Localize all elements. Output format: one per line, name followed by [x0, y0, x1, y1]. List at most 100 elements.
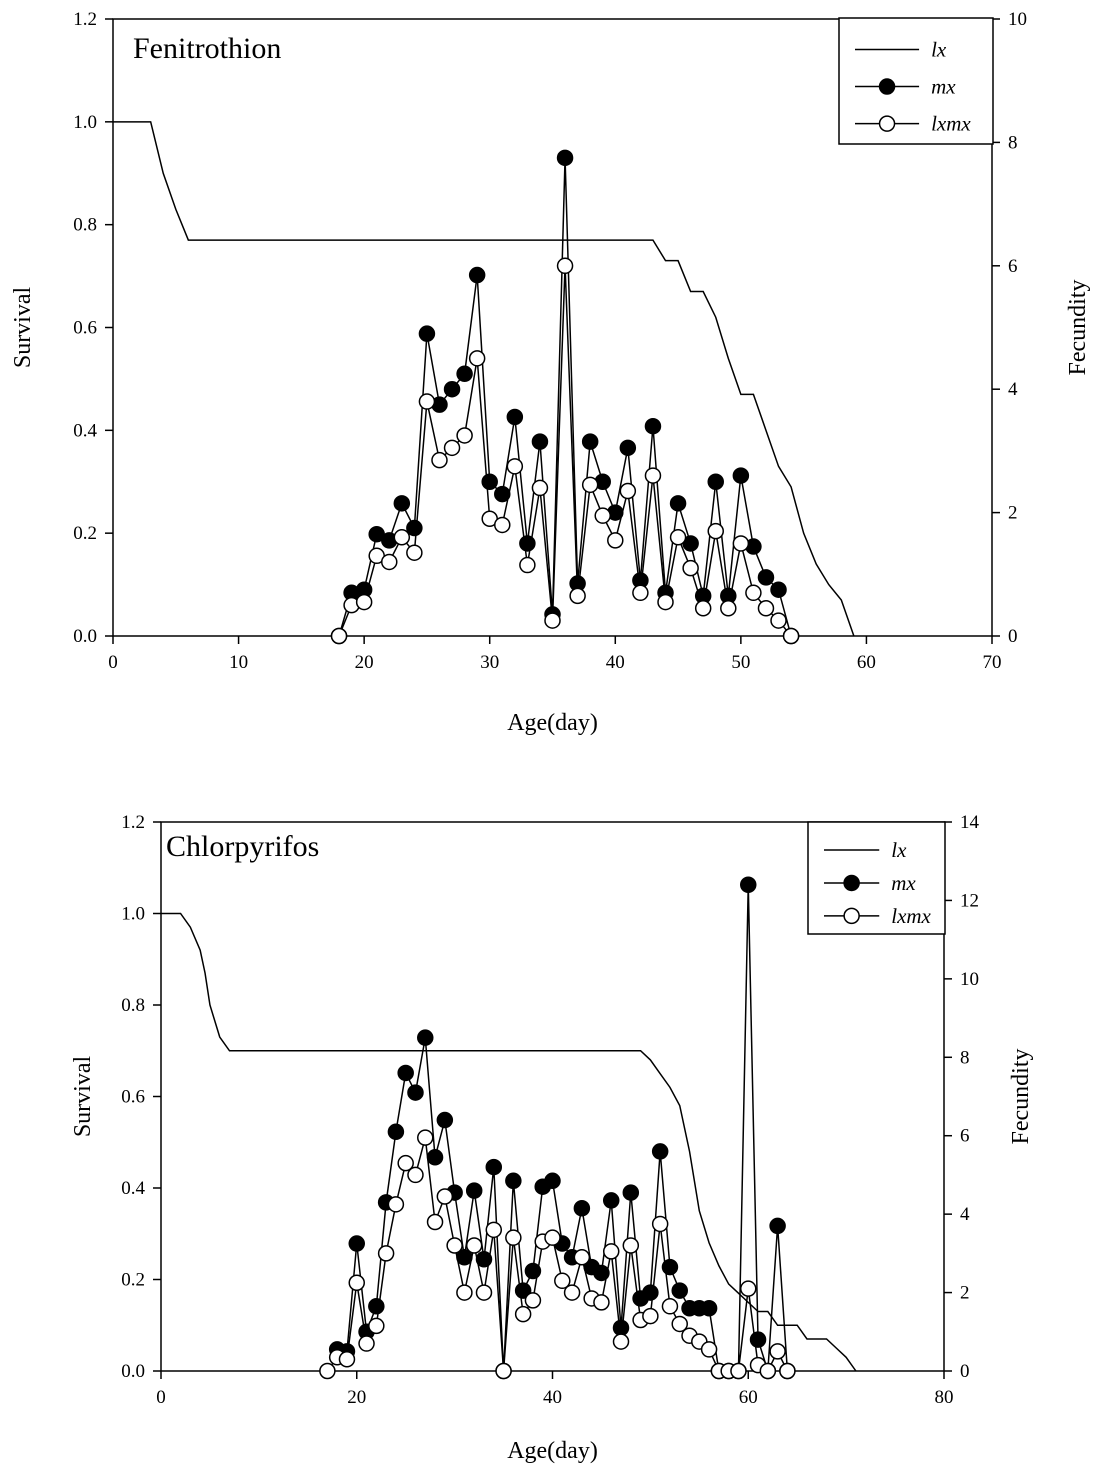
data-point-lxmx — [505, 1229, 522, 1246]
data-point-lxmx — [569, 587, 586, 605]
data-point-lxmx — [544, 1229, 561, 1246]
x-tick-label: 80 — [935, 1387, 954, 1408]
data-point-lxmx — [358, 1335, 375, 1352]
data-point-lxmx — [644, 467, 662, 484]
legend-label-lx: lx — [931, 38, 947, 62]
chart-panel-fenitrothion: 0 10 20 30 40 50 60 70 0.0 0.2 0.4 0.6 0.8 1.0 1.2 0 2 4 6… — [10, 9, 1091, 736]
data-point-mx — [505, 1172, 522, 1190]
y2-tick-label: 10 — [1008, 9, 1027, 30]
y-tick-label: 0.4 — [73, 420, 97, 441]
data-point-mx — [465, 1182, 483, 1199]
data-point-lxmx — [456, 1284, 473, 1301]
panel-title: Chlorpyrifos — [166, 830, 319, 863]
data-point-lxmx — [397, 1154, 414, 1172]
data-point-mx — [481, 473, 498, 490]
data-point-mx — [519, 535, 536, 552]
series-line-mx — [337, 884, 789, 1372]
data-point-mx — [393, 495, 411, 512]
data-point-lxmx — [330, 627, 348, 645]
x-tick-label: 20 — [347, 1387, 366, 1408]
data-point-mx — [436, 1111, 454, 1129]
y-tick-label: 1.2 — [73, 9, 97, 30]
data-point-lxmx — [745, 584, 762, 602]
data-point-mx — [732, 467, 750, 484]
data-point-lxmx — [671, 1315, 688, 1333]
y-tick-label: 0.2 — [121, 1270, 145, 1291]
series-mx — [328, 876, 796, 1380]
y-tick-label: 1.2 — [121, 812, 145, 833]
legend-label-mx: mx — [891, 871, 916, 895]
data-point-lxmx — [381, 553, 398, 571]
data-point-lxmx — [443, 439, 461, 457]
data-point-mx — [644, 417, 662, 435]
data-point-lxmx — [495, 1362, 512, 1380]
series-mx — [330, 149, 800, 645]
data-point-mx — [581, 433, 599, 450]
data-point-mx — [593, 1264, 610, 1282]
y-tick-label: 0.6 — [73, 318, 97, 339]
legend-marker-mx — [843, 874, 860, 892]
data-point-lxmx — [642, 1307, 659, 1325]
y-tick-label: 0.4 — [121, 1178, 145, 1199]
y-tick-label: 0.2 — [73, 523, 97, 544]
data-point-lxmx — [669, 529, 687, 546]
x-tick-label: 60 — [857, 652, 876, 673]
y-tick-label: 1.0 — [121, 904, 145, 925]
data-point-lxmx — [417, 1129, 434, 1146]
data-point-lxmx — [446, 1237, 463, 1254]
data-point-lxmx — [607, 532, 624, 549]
data-point-lxmx — [426, 1213, 444, 1231]
data-point-mx — [468, 266, 486, 284]
y-tick-label: 1.0 — [73, 112, 97, 133]
data-point-lxmx — [431, 451, 448, 469]
x-tick-label: 40 — [543, 1387, 562, 1408]
data-point-mx — [749, 1331, 767, 1348]
data-point-mx — [642, 1284, 659, 1301]
data-point-lxmx — [612, 1333, 630, 1350]
data-point-lxmx — [602, 1243, 620, 1260]
data-point-lxmx — [348, 1274, 365, 1292]
data-point-mx — [426, 1149, 444, 1166]
data-point-lxmx — [531, 479, 549, 497]
data-point-lxmx — [740, 1280, 757, 1297]
data-point-lxmx — [622, 1237, 640, 1254]
series-line-lx — [113, 121, 855, 637]
data-point-mx — [443, 380, 461, 398]
x-tick-label: 30 — [480, 652, 499, 673]
data-point-lxmx — [319, 1362, 336, 1380]
data-point-mx — [740, 876, 757, 893]
data-point-lxmx — [657, 593, 674, 611]
data-point-lxmx — [700, 1341, 718, 1358]
legend-marker-mx — [878, 78, 896, 95]
x-tick-label: 60 — [739, 1387, 758, 1408]
x-axis-title: Age(day) — [507, 710, 598, 736]
y2-tick-label: 6 — [1008, 256, 1018, 277]
legend-label-lxmx: lxmx — [931, 112, 971, 136]
data-point-mx — [456, 365, 473, 383]
data-point-mx — [612, 1319, 630, 1337]
data-point-lxmx — [338, 1350, 356, 1368]
y2-axis-title: Fecundity — [1008, 1049, 1034, 1145]
data-point-mx — [406, 519, 423, 537]
data-point-lxmx — [524, 1292, 542, 1309]
y2-tick-label: 8 — [1008, 132, 1018, 153]
data-point-mx — [556, 149, 574, 167]
data-point-lxmx — [485, 1221, 503, 1239]
series-line-lxmx — [326, 1137, 789, 1373]
y-tick-label: 0.8 — [73, 215, 97, 236]
data-point-mx — [622, 1184, 640, 1201]
data-point-lxmx — [355, 593, 373, 611]
data-point-mx — [769, 1217, 786, 1235]
data-point-mx — [348, 1235, 365, 1252]
data-point-lxmx — [418, 393, 436, 410]
y2-tick-label: 10 — [960, 969, 979, 990]
data-point-lxmx — [779, 1362, 796, 1380]
data-point-lxmx — [368, 1317, 385, 1335]
series-line-lx — [161, 912, 857, 1372]
data-point-mx — [387, 1123, 405, 1141]
series-lxmx — [319, 1129, 796, 1380]
y2-tick-label: 12 — [960, 890, 979, 911]
series-line-mx — [338, 157, 792, 637]
data-point-lxmx — [757, 599, 775, 617]
data-point-lxmx — [581, 476, 599, 494]
